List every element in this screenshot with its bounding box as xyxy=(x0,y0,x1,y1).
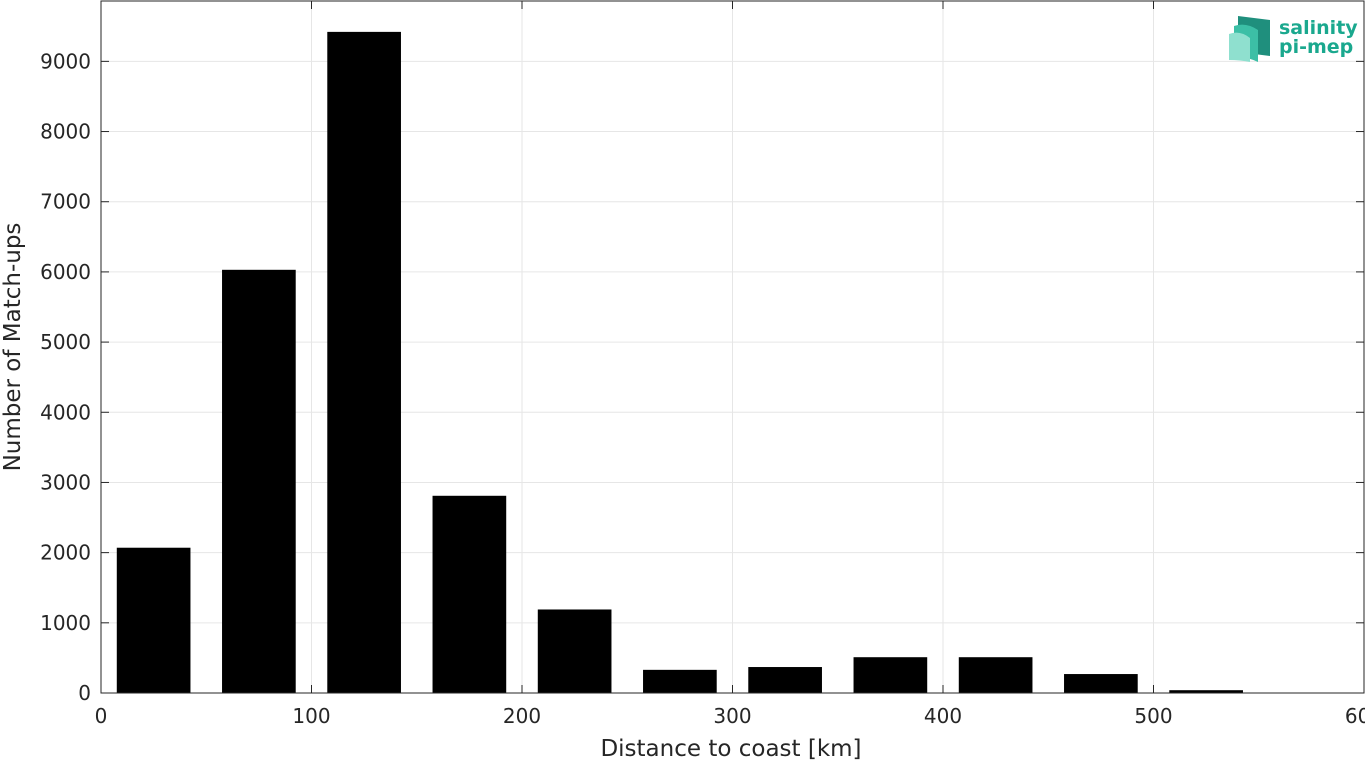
y-axis-label: Number of Match-ups xyxy=(0,223,26,472)
bar xyxy=(116,547,191,693)
x-tick-label: 400 xyxy=(924,704,962,728)
salinity-pi-mep-logo: salinity pi-mep xyxy=(1229,16,1358,63)
bar xyxy=(748,667,822,693)
x-tick-label: 200 xyxy=(503,704,541,728)
bars xyxy=(116,31,1349,694)
y-tick-label: 4000 xyxy=(40,400,91,424)
axes xyxy=(100,0,1365,694)
bar xyxy=(432,495,507,693)
logo-line1: salinity xyxy=(1279,17,1358,39)
grid xyxy=(101,1,1364,693)
y-tick-label: 0 xyxy=(78,681,91,705)
x-axis-label: Distance to coast [km] xyxy=(600,736,861,761)
logo-line2: pi-mep xyxy=(1279,36,1353,58)
tick-labels: 0100200300400500600010002000300040005000… xyxy=(40,49,1365,728)
x-tick-label: 500 xyxy=(1134,704,1172,728)
y-tick-label: 7000 xyxy=(40,190,91,214)
bar xyxy=(537,609,612,693)
y-tick-label: 8000 xyxy=(40,120,91,144)
y-tick-label: 2000 xyxy=(40,541,91,565)
x-tick-label: 100 xyxy=(292,704,330,728)
bar xyxy=(1169,690,1243,693)
bar xyxy=(643,669,717,693)
y-tick-label: 3000 xyxy=(40,470,91,494)
y-tick-label: 9000 xyxy=(40,49,91,73)
bar xyxy=(1064,674,1138,693)
y-tick-label: 5000 xyxy=(40,330,91,354)
x-tick-label: 600 xyxy=(1345,704,1365,728)
bar xyxy=(222,269,296,693)
wave-logo-icon xyxy=(1229,16,1270,63)
bar xyxy=(853,657,928,693)
y-tick-label: 6000 xyxy=(40,260,91,284)
bar xyxy=(958,657,1033,693)
y-tick-label: 1000 xyxy=(40,611,91,635)
bar xyxy=(327,31,401,694)
x-tick-label: 300 xyxy=(713,704,751,728)
x-tick-label: 0 xyxy=(95,704,108,728)
